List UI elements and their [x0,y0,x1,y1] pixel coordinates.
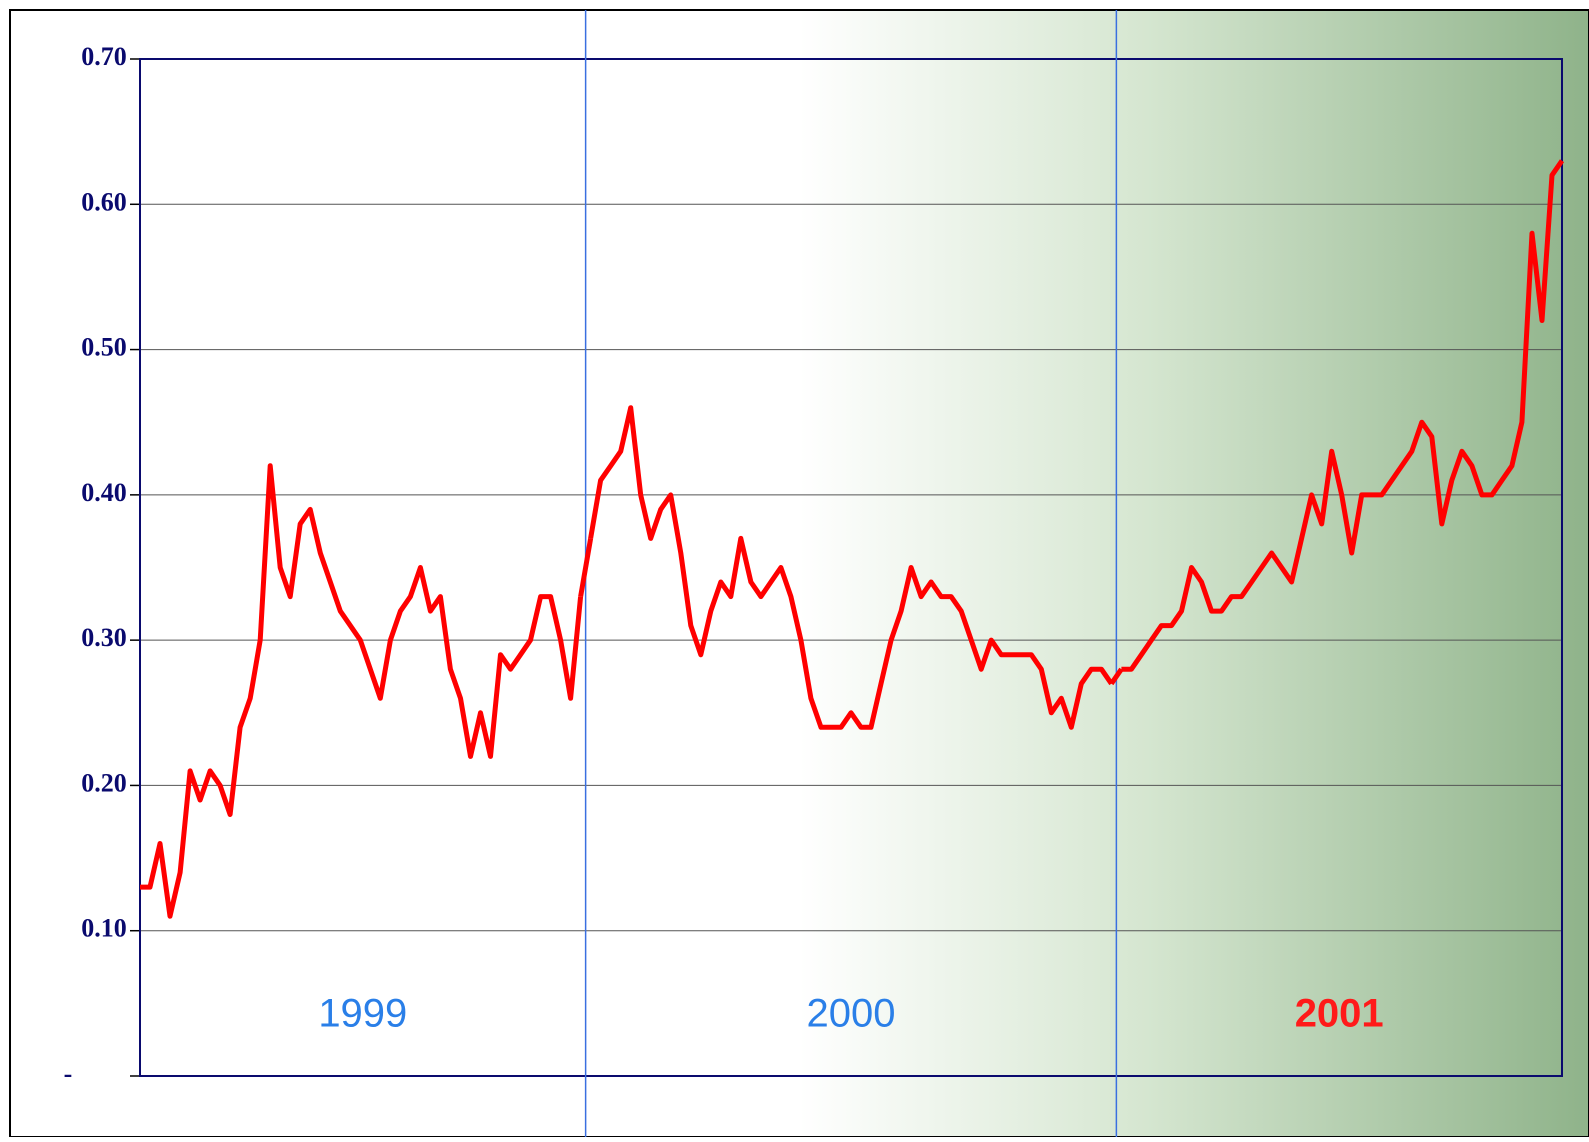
plot-frame [139,58,1563,1077]
y-tick-label: 0.10 [81,914,127,943]
year-label: 2000 [807,992,896,1036]
price-line [588,405,1114,730]
year-label: 1999 [318,992,407,1036]
y-tick-label: 0.30 [81,623,127,652]
y-tick-label: 0.70 [81,42,127,71]
y-tick-label: - [64,1059,73,1088]
background [9,9,1589,1138]
line-connector [1109,667,1124,686]
y-tick-label: 0.20 [81,768,127,797]
year-label: 2001 [1295,992,1384,1036]
y-tick-label: 0.40 [81,478,127,507]
line-connector [578,538,594,597]
price-line [140,463,584,919]
y-tick-label: 0.50 [81,333,127,362]
y-tick-label: 0.60 [81,187,127,216]
price-line [1121,159,1565,672]
